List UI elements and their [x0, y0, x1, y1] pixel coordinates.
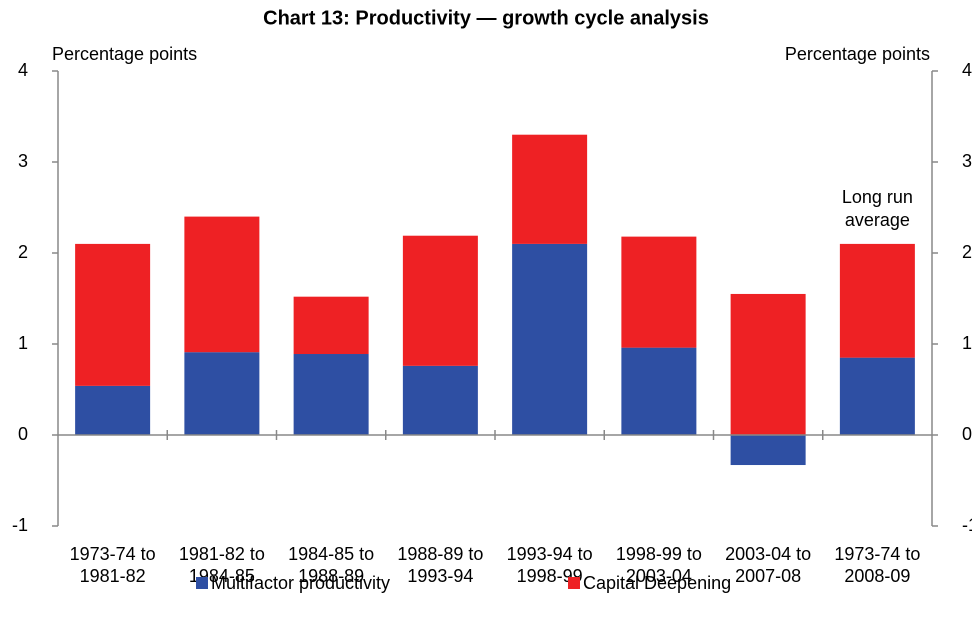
- bar-segment: [730, 293, 806, 435]
- x-tick-label: 2007-08: [735, 566, 801, 586]
- y2-tick-label: 0: [962, 424, 972, 444]
- x-tick-label: 1984-85 to: [288, 544, 374, 564]
- bar-segment: [402, 235, 478, 366]
- x-tick-label: 1988-89 to: [397, 544, 483, 564]
- y2-tick-label: 1: [962, 333, 972, 353]
- legend-label: Capital Deepening: [583, 573, 731, 593]
- legend-swatch: [568, 577, 580, 589]
- bar-segment: [512, 134, 588, 244]
- y2-tick-label: 4: [962, 60, 972, 80]
- y-tick-label: 0: [18, 424, 28, 444]
- bar-segment: [293, 354, 369, 435]
- bar-segment: [293, 296, 369, 355]
- bar-segment: [839, 357, 915, 435]
- annotation: average: [845, 210, 910, 230]
- y-tick-label: 3: [18, 151, 28, 171]
- bar-segment: [621, 347, 697, 435]
- bar-segment: [184, 216, 260, 353]
- bar-segment: [839, 243, 915, 358]
- y-tick-label: -1: [12, 515, 28, 535]
- bar-segment: [184, 352, 260, 435]
- bar-segment: [730, 435, 806, 466]
- y-tick-label: 1: [18, 333, 28, 353]
- bar-segment: [75, 385, 151, 435]
- bar-segment: [402, 365, 478, 435]
- x-tick-label: 1988-89: [298, 566, 364, 586]
- y-tick-label: 4: [18, 60, 28, 80]
- annotation: Long run: [842, 187, 913, 207]
- x-tick-label: 1981-82: [80, 566, 146, 586]
- bar-segment: [621, 236, 697, 348]
- y2-tick-label: 3: [962, 151, 972, 171]
- x-tick-label: 2003-04: [626, 566, 692, 586]
- x-tick-label: 1998-99: [517, 566, 583, 586]
- y2-tick-label: -1: [962, 515, 972, 535]
- y2-axis-label: Percentage points: [785, 44, 930, 64]
- x-tick-label: 2003-04 to: [725, 544, 811, 564]
- y-tick-label: 2: [18, 242, 28, 262]
- x-tick-label: 1973-74 to: [70, 544, 156, 564]
- x-tick-label: 2008-09: [844, 566, 910, 586]
- x-tick-label: 1993-94: [407, 566, 473, 586]
- x-tick-label: 1993-94 to: [507, 544, 593, 564]
- x-tick-label: 1973-74 to: [834, 544, 920, 564]
- chart-title: Chart 13: Productivity — growth cycle an…: [263, 7, 709, 29]
- x-tick-label: 1981-82 to: [179, 544, 265, 564]
- bar-segment: [512, 243, 588, 435]
- y-axis-label: Percentage points: [52, 44, 197, 64]
- legend-label: Multifactor productivity: [211, 573, 390, 593]
- bar-segment: [75, 243, 151, 386]
- x-tick-label: 1998-99 to: [616, 544, 702, 564]
- y2-tick-label: 2: [962, 242, 972, 262]
- legend-swatch: [196, 577, 208, 589]
